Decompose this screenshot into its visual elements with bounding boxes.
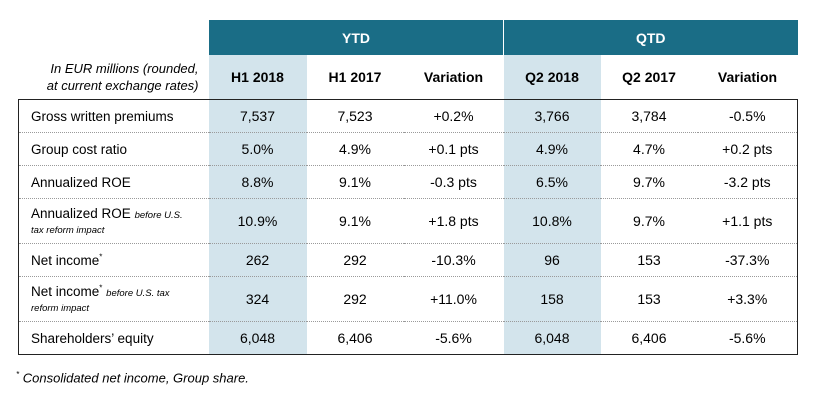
- table-row: Annualized ROE before U.S. tax reform im…: [18, 198, 798, 244]
- cell-value: -5.6%: [697, 321, 798, 355]
- table-row: Shareholders’ equity 6,048 6,406 -5.6% 6…: [18, 321, 798, 355]
- cell-value: -10.3%: [403, 243, 504, 277]
- col-qtd-variation: Variation: [717, 69, 778, 85]
- cell-value: 4.7%: [600, 132, 698, 166]
- row-label: Net income* before U.S. tax reform impac…: [18, 276, 209, 322]
- cell-value: 292: [306, 243, 404, 277]
- cell-value: 324: [208, 276, 307, 322]
- cell-value: 6,048: [503, 321, 601, 355]
- cell-value: 6.5%: [503, 165, 601, 199]
- footnote-marker: *: [16, 370, 20, 379]
- cell-value: 10.8%: [503, 198, 601, 244]
- cell-value: 9.1%: [306, 165, 404, 199]
- units-line-1: In EUR millions (rounded,: [50, 61, 199, 76]
- group-qtd: QTD: [503, 20, 798, 55]
- cell-value: 292: [306, 276, 404, 322]
- group-header-row: YTD QTD: [19, 20, 798, 55]
- footnote-text: Consolidated net income, Group share.: [19, 370, 249, 386]
- cell-value: 9.7%: [600, 198, 698, 244]
- header-spacer: [19, 20, 209, 55]
- row-label-note: before U.S.: [134, 210, 183, 221]
- table-row: Group cost ratio 5.0% 4.9% +0.1 pts 4.9%…: [18, 132, 798, 166]
- cell-value: +0.2 pts: [697, 132, 798, 166]
- row-label-text: Annualized ROE: [31, 206, 131, 221]
- footnote-marker: *: [99, 283, 103, 293]
- cell-value: +11.0%: [403, 276, 504, 322]
- cell-value: +1.1 pts: [697, 198, 798, 244]
- col-q2-2017: Q2 2017: [622, 69, 676, 85]
- cell-value: 9.7%: [600, 165, 698, 199]
- row-label-text: Group cost ratio: [31, 141, 128, 157]
- table-row: Annualized ROE 8.8% 9.1% -0.3 pts 6.5% 9…: [18, 165, 798, 199]
- cell-value: 153: [600, 276, 698, 322]
- row-label: Annualized ROE: [18, 165, 209, 199]
- key-figures-table: YTD QTD In EUR millions (rounded, at cur…: [18, 20, 798, 355]
- row-label: Annualized ROE before U.S. tax reform im…: [18, 198, 209, 244]
- col-h1-2018: H1 2018: [208, 55, 307, 100]
- cell-value: 5.0%: [208, 132, 307, 166]
- row-label-text: Net income: [31, 252, 100, 268]
- cell-value: 153: [600, 243, 698, 277]
- cell-value: +0.2%: [403, 99, 504, 133]
- group-ytd: YTD: [208, 20, 504, 55]
- cell-value: 7,537: [208, 99, 307, 133]
- cell-value: 8.8%: [208, 165, 307, 199]
- units-label: In EUR millions (rounded, at current exc…: [19, 55, 209, 100]
- row-label-note: tax reform impact: [31, 225, 105, 236]
- table-row: Gross written premiums 7,537 7,523 +0.2%…: [18, 99, 798, 133]
- row-label-text: Shareholders’ equity: [31, 330, 154, 346]
- cell-value: 7,523: [306, 99, 404, 133]
- cell-value: 6,048: [208, 321, 307, 355]
- row-label-text: Gross written premiums: [31, 108, 174, 124]
- cell-value: 10.9%: [208, 198, 307, 244]
- cell-value: 4.9%: [306, 132, 404, 166]
- row-label-text: Net income: [31, 284, 100, 299]
- col-h1-2017: H1 2017: [328, 69, 382, 85]
- cell-value: +3.3%: [697, 276, 798, 322]
- cell-value: 158: [503, 276, 601, 322]
- col-ytd-variation: Variation: [423, 69, 484, 85]
- cell-value: +0.1 pts: [403, 132, 504, 166]
- footnote: * Consolidated net income, Group share.: [16, 370, 249, 385]
- units-line-2: at current exchange rates): [46, 78, 199, 93]
- cell-value: +1.8 pts: [403, 198, 504, 244]
- table-row: Net income* 262 292 -10.3% 96 153 -37.3%: [18, 243, 798, 277]
- cell-value: -5.6%: [403, 321, 504, 355]
- cell-value: 4.9%: [503, 132, 601, 166]
- column-header-row: In EUR millions (rounded, at current exc…: [19, 55, 798, 100]
- cell-value: -0.3 pts: [403, 165, 504, 199]
- row-label: Gross written premiums: [18, 99, 209, 133]
- row-label: Net income*: [18, 243, 209, 277]
- footnote-marker: *: [99, 252, 103, 261]
- row-label: Shareholders’ equity: [18, 321, 209, 355]
- row-label: Group cost ratio: [18, 132, 209, 166]
- col-q2-2018: Q2 2018: [503, 55, 601, 100]
- cell-value: 9.1%: [306, 198, 404, 244]
- cell-value: -0.5%: [697, 99, 798, 133]
- cell-value: 6,406: [306, 321, 404, 355]
- row-label-note: reform impact: [31, 303, 90, 314]
- cell-value: -37.3%: [697, 243, 798, 277]
- cell-value: 6,406: [600, 321, 698, 355]
- cell-value: 262: [208, 243, 307, 277]
- cell-value: 3,784: [600, 99, 698, 133]
- cell-value: 96: [503, 243, 601, 277]
- cell-value: 3,766: [503, 99, 601, 133]
- row-label-note: before U.S. tax: [106, 288, 170, 299]
- row-label-text: Annualized ROE: [31, 174, 131, 190]
- table-row: Net income* before U.S. tax reform impac…: [18, 276, 798, 322]
- cell-value: -3.2 pts: [697, 165, 798, 199]
